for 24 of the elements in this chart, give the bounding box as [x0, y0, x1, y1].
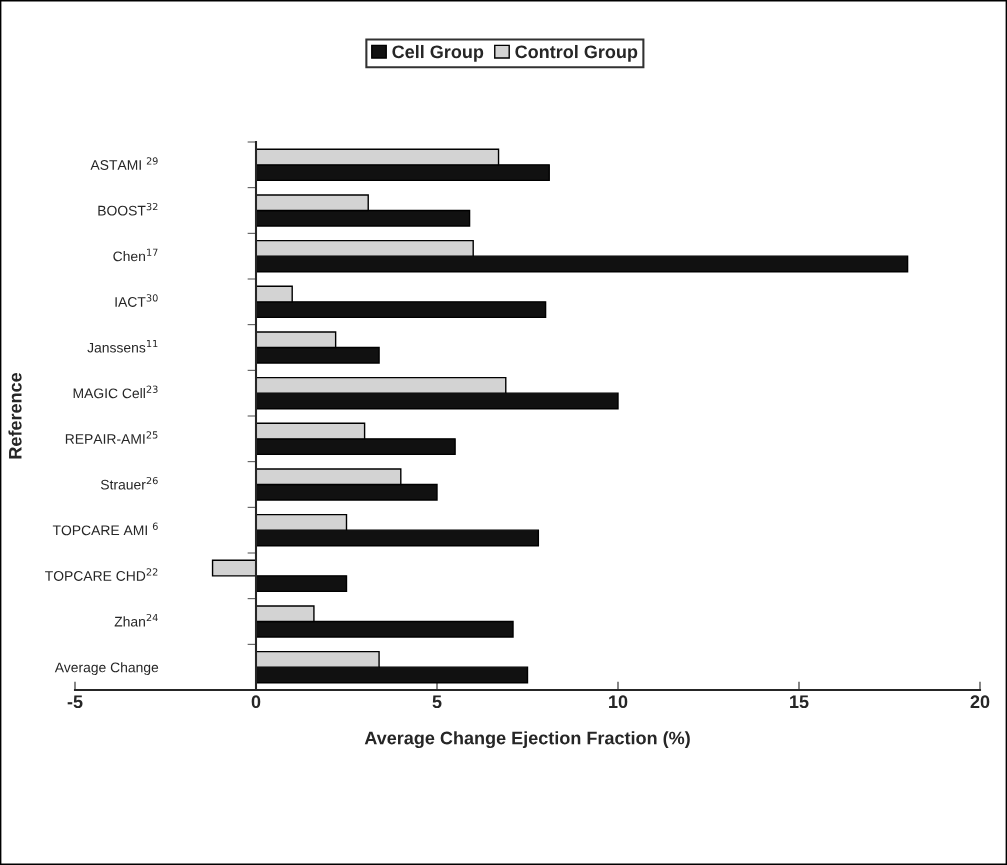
bar: [255, 575, 348, 593]
x-tick-label: 0: [251, 695, 261, 709]
y-tick-label: Strauer$^{26}$: [100, 476, 158, 490]
y-tick-label: REPAIR-AMI$^{25}$: [65, 431, 158, 444]
y-tick-label: MAGIC Cell$^{23}$: [73, 385, 158, 399]
y-tick-label: ASTAMI $^{29}$: [90, 157, 158, 170]
x-tick-label: -5: [67, 695, 83, 709]
x-tick-label: 10: [609, 695, 628, 709]
x-tick-label: 5: [432, 695, 442, 709]
x-axis-title: Average Change Ejection Fraction (%): [364, 731, 690, 749]
y-axis-title: Reference: [8, 372, 22, 459]
bar: [211, 559, 257, 577]
y-tick-label: Average Change: [54, 662, 159, 676]
y-tick-label: Janssens$^{11}$: [87, 340, 158, 353]
y-tick-label: TOPCARE CHD$^{22}$: [45, 568, 158, 581]
y-tick-label: IACT$^{30}$: [115, 294, 158, 307]
legend-label: Cell Group: [392, 44, 484, 62]
y-tick-label: TOPCARE AMI $^{6}$: [52, 522, 158, 536]
y-tick-label: Zhan$^{24}$: [114, 613, 158, 627]
legend-label: Control Group: [515, 44, 638, 62]
y-tick-label: BOOST$^{32}$: [98, 202, 158, 216]
y-tick-label: Chen$^{17}$: [113, 248, 158, 262]
x-tick-label: 20: [970, 695, 990, 709]
x-tick-label: 15: [790, 695, 809, 709]
